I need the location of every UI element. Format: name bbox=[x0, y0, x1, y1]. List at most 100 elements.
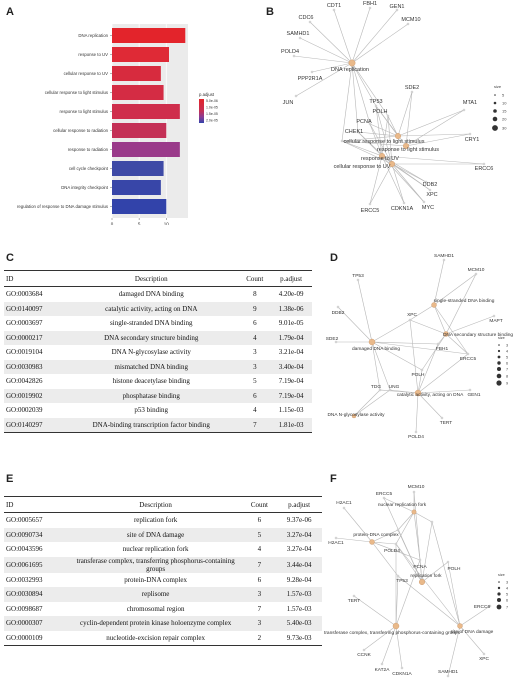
table-row: GO:0042826 histone deacetylase binding 5 7.… bbox=[4, 374, 312, 389]
cell-count: 3 bbox=[242, 616, 277, 631]
cell-padjust: 1.38e-06 bbox=[270, 301, 312, 316]
cell-padjust: 1.57e-03 bbox=[286, 604, 312, 613]
legend-label: 1.0e-05 bbox=[206, 106, 218, 110]
cell-count: 6 bbox=[239, 388, 271, 403]
cell-id: GO:0098687 bbox=[6, 604, 43, 613]
cell-description: single-stranded DNA binding bbox=[110, 319, 193, 328]
network-node-label: TP53 bbox=[352, 273, 364, 279]
size-legend-label: 20 bbox=[502, 117, 507, 122]
network-node-label: SDE2 bbox=[405, 85, 419, 91]
network-node-label: GEN1 bbox=[390, 4, 405, 10]
cell-id: GO:0030983 bbox=[4, 359, 64, 374]
table-header-id: ID bbox=[4, 270, 64, 287]
cell-padjust: 1.15e-03 bbox=[278, 406, 304, 415]
cell-id: GO:0140297 bbox=[4, 417, 64, 433]
bar-chart: DNA replication response to UV cellular re… bbox=[17, 24, 218, 226]
network-f: H2AC1 MCM10 ERCC5 nuclear replication fo… bbox=[324, 484, 508, 678]
size-legend: size 3 4 5 6 7 bbox=[496, 573, 508, 610]
network-node-label: TP53 bbox=[369, 99, 382, 105]
table-row: GO:0000307 cyclin-dependent protein kinas… bbox=[4, 616, 322, 631]
network-node-label: ERCC5 bbox=[361, 208, 380, 214]
network-node-label: TDG bbox=[371, 384, 381, 390]
legend-label: 1.5e-05 bbox=[206, 112, 218, 116]
cell-description: protein-DNA complex bbox=[124, 575, 187, 584]
network-node-label: CCNK bbox=[357, 652, 371, 658]
network-node-label: JUN bbox=[283, 100, 294, 106]
table-header-count: Count bbox=[239, 270, 271, 287]
cell-padjust: 3.21e-04 bbox=[278, 348, 304, 357]
network-node-label: protein-DNA complex bbox=[353, 532, 399, 538]
cell-count: 3 bbox=[253, 348, 257, 357]
cell-id: GO:0000217 bbox=[4, 330, 64, 345]
cell-padjust: 1.79e-04 bbox=[270, 330, 312, 345]
x-tick-label: 10 bbox=[164, 222, 170, 226]
network-node-label: single-stranded DNA binding bbox=[434, 298, 495, 304]
table-row: GO:0019902 phosphatase binding 6 7.19e-04 bbox=[4, 388, 312, 403]
network-node-label: MCM10 bbox=[468, 267, 485, 273]
network-node-label: site of DNA damage bbox=[451, 629, 494, 635]
cell-padjust: 3.27e-04 bbox=[286, 545, 312, 554]
cell-id: GO:0000307 bbox=[4, 616, 69, 631]
size-legend-label: 4 bbox=[506, 349, 508, 353]
cell-count: 3 bbox=[239, 359, 271, 374]
cell-description: mismatched DNA binding bbox=[63, 359, 240, 374]
cell-description: replisome bbox=[68, 587, 243, 602]
network-node-label: cellular response to UV bbox=[334, 164, 391, 170]
category-label: cellular response to light stimulus bbox=[45, 90, 108, 95]
size-legend-title: size bbox=[498, 336, 505, 340]
network-node-label: ERCC6 bbox=[474, 604, 491, 610]
category-label: cell cycle checkpoint bbox=[69, 166, 109, 171]
cell-padjust: 7.19e-04 bbox=[270, 388, 312, 403]
cell-padjust: 3.27e-04 bbox=[276, 527, 322, 542]
cell-id: GO:0003684 bbox=[6, 290, 43, 299]
network-node-label: ERCC5 bbox=[460, 356, 477, 362]
cell-description: replication fork bbox=[133, 516, 178, 525]
bar bbox=[112, 123, 167, 138]
network-node-label: ERCC5 bbox=[376, 491, 393, 497]
network-node-label: DNA N-glycosylase activity bbox=[327, 412, 385, 418]
network-node-label: CHEK1 bbox=[345, 129, 363, 135]
cell-id: GO:0002039 bbox=[6, 406, 43, 415]
x-tick-label: 0 bbox=[111, 222, 114, 226]
cell-id: GO:0000109 bbox=[4, 630, 69, 646]
table-header-padjust: p.adjust bbox=[276, 496, 322, 513]
size-legend-label: 7 bbox=[506, 605, 508, 609]
network-node-label: MTA1 bbox=[463, 100, 477, 106]
network-node-label: CDKN1A bbox=[392, 671, 412, 677]
cell-id: GO:0030894 bbox=[4, 587, 69, 602]
bar bbox=[112, 47, 169, 62]
panel-label-b: B bbox=[266, 6, 274, 18]
cell-count: 8 bbox=[253, 290, 257, 299]
cell-description: DNA N-glycosylase activity bbox=[111, 348, 191, 357]
network-node-label: nuclear replication fork bbox=[378, 502, 427, 508]
network-node-label: DDB2 bbox=[423, 182, 438, 188]
size-legend-label: 10 bbox=[502, 101, 507, 106]
table-row: GO:0061695 transferase complex, transferr… bbox=[4, 556, 322, 573]
bar bbox=[112, 104, 180, 119]
size-legend-label: 3 bbox=[506, 580, 508, 584]
network-node-label: POLD4 bbox=[408, 434, 424, 440]
size-legend-label: 5 bbox=[502, 93, 505, 98]
network-node-label: response to light stimulus bbox=[377, 147, 439, 153]
legend-label: 2.0e-05 bbox=[206, 119, 218, 123]
network-node-label: PCNA bbox=[356, 119, 372, 125]
cell-id: GO:0140097 bbox=[4, 301, 64, 316]
category-label: cellular response to UV bbox=[64, 71, 109, 76]
network-node-label: SAMHD1 bbox=[287, 31, 310, 37]
size-legend-label: 8 bbox=[506, 374, 508, 378]
table-header-description: Description bbox=[63, 270, 240, 287]
network-node-label: CDT1 bbox=[327, 3, 341, 9]
network-node-label: TERT bbox=[348, 598, 361, 604]
network-node-label: MCM10 bbox=[401, 17, 420, 23]
cell-padjust: 7.19e-04 bbox=[278, 377, 304, 386]
table-row: GO:0005657 replication fork 6 9.37e-06 bbox=[4, 513, 322, 528]
cell-padjust: 1.81e-03 bbox=[270, 417, 312, 433]
table-row: GO:0002039 p53 binding 4 1.15e-03 bbox=[4, 403, 312, 418]
cell-id: GO:0061695 bbox=[4, 556, 69, 573]
cell-description: site of DNA damage bbox=[68, 527, 243, 542]
size-legend-label: 15 bbox=[502, 109, 507, 114]
network-node-label: cellular response to light stimulus bbox=[343, 139, 424, 145]
network-node-label: response to UV bbox=[361, 156, 399, 162]
cell-description: damaged DNA binding bbox=[118, 290, 184, 299]
panel-label-c: C bbox=[6, 252, 14, 264]
